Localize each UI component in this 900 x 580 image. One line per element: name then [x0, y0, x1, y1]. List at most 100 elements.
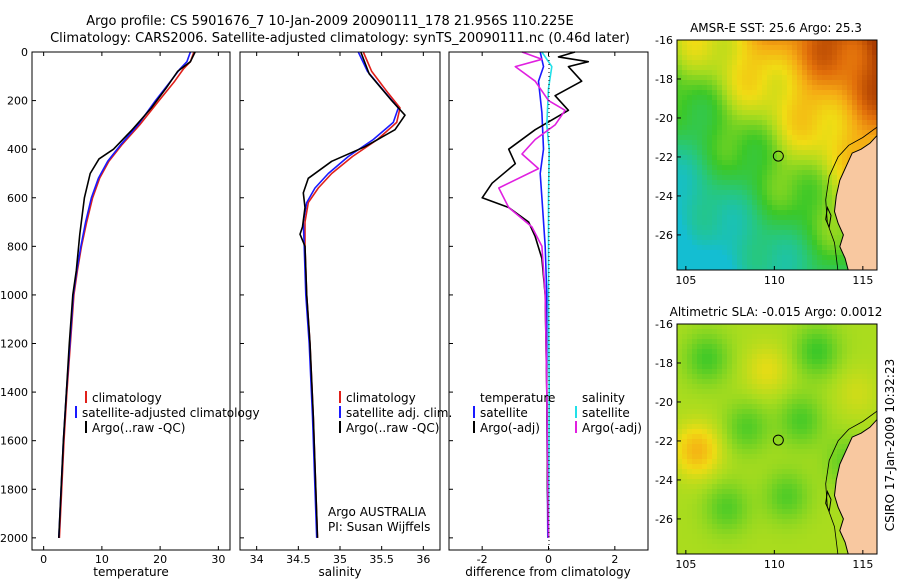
map-cell [742, 260, 747, 265]
map-cell [677, 369, 682, 374]
map-cell [707, 160, 712, 165]
map-cell [777, 100, 782, 105]
map-cell [727, 75, 732, 80]
map-cell [722, 339, 727, 344]
temperature-xtick-label: 30 [211, 553, 225, 566]
map-cell [722, 379, 727, 384]
map-cell [737, 65, 742, 70]
map-cell [687, 539, 692, 544]
map-cell [702, 115, 707, 120]
sla-map-frame [676, 323, 878, 555]
map-cell [727, 459, 732, 464]
map-cell [717, 155, 722, 160]
map-cell [807, 369, 812, 374]
map-cell [692, 105, 697, 110]
map-cell [842, 389, 847, 394]
map-cell [832, 479, 837, 484]
map-cell [777, 205, 782, 210]
map-cell [787, 235, 792, 240]
salinity-ticks: 34 34.5 35 35.5 36 [240, 51, 430, 566]
map-cell [682, 474, 687, 479]
map-cell [727, 464, 732, 469]
map-cell [747, 145, 752, 150]
map-cell [852, 414, 857, 419]
map-cell [697, 349, 702, 354]
map-cell [747, 509, 752, 514]
map-cell [717, 369, 722, 374]
map-cell [687, 449, 692, 454]
map-cell [772, 205, 777, 210]
map-cell [782, 504, 787, 509]
map-cell [737, 110, 742, 115]
map-cell [697, 165, 702, 170]
map-cell [772, 170, 777, 175]
map-cell [687, 75, 692, 80]
map-cell [722, 474, 727, 479]
map-cell [727, 434, 732, 439]
map-cell [747, 424, 752, 429]
map-cell [837, 265, 842, 270]
map-cell [697, 195, 702, 200]
map-cell [682, 235, 687, 240]
map-cell [827, 170, 832, 175]
map-cell [792, 265, 797, 270]
map-cell [782, 479, 787, 484]
map-cell [772, 504, 777, 509]
map-cell [742, 240, 747, 245]
map-cell [767, 235, 772, 240]
map-cell [692, 479, 697, 484]
map-cell [737, 459, 742, 464]
map-cell [702, 60, 707, 65]
map-cell [842, 419, 847, 424]
map-cell [752, 399, 757, 404]
map-cell [692, 324, 697, 329]
map-cell [812, 215, 817, 220]
map-cell [802, 135, 807, 140]
map-cell [697, 250, 702, 255]
map-cell [792, 165, 797, 170]
map-cell [817, 215, 822, 220]
map-cell [747, 514, 752, 519]
map-cell [837, 539, 842, 544]
map-cell [807, 374, 812, 379]
map-cell [762, 379, 767, 384]
map-cell [687, 245, 692, 250]
map-cell [782, 80, 787, 85]
map-cell [822, 90, 827, 95]
map-cell [757, 454, 762, 459]
map-cell [717, 225, 722, 230]
difference-ticks: -2 0 2 [449, 51, 618, 566]
map-cell [802, 389, 807, 394]
map-cell [742, 215, 747, 220]
sst-map-ytick-label: -26 [655, 229, 673, 242]
map-cell [737, 255, 742, 260]
map-cell [867, 105, 872, 110]
map-cell [757, 210, 762, 215]
map-cell [827, 200, 832, 205]
map-cell [747, 384, 752, 389]
map-cell [717, 524, 722, 529]
map-cell [687, 484, 692, 489]
map-cell [747, 260, 752, 265]
sst-map-ytick-label: -16 [655, 34, 673, 47]
map-cell [772, 414, 777, 419]
map-cell [807, 344, 812, 349]
map-cell [702, 240, 707, 245]
map-cell [752, 185, 757, 190]
map-cell [822, 374, 827, 379]
map-cell [817, 240, 822, 245]
map-cell [782, 509, 787, 514]
map-cell [812, 265, 817, 270]
map-cell [817, 524, 822, 529]
map-cell [677, 235, 682, 240]
sla-map-title: Altimetric SLA: -0.015 Argo: 0.0012 [670, 305, 883, 319]
map-cell [842, 110, 847, 115]
map-cell [852, 394, 857, 399]
map-cell [697, 454, 702, 459]
map-cell [847, 120, 852, 125]
map-cell [797, 120, 802, 125]
map-cell [752, 519, 757, 524]
map-cell [762, 260, 767, 265]
map-cell [702, 374, 707, 379]
map-cell [747, 349, 752, 354]
